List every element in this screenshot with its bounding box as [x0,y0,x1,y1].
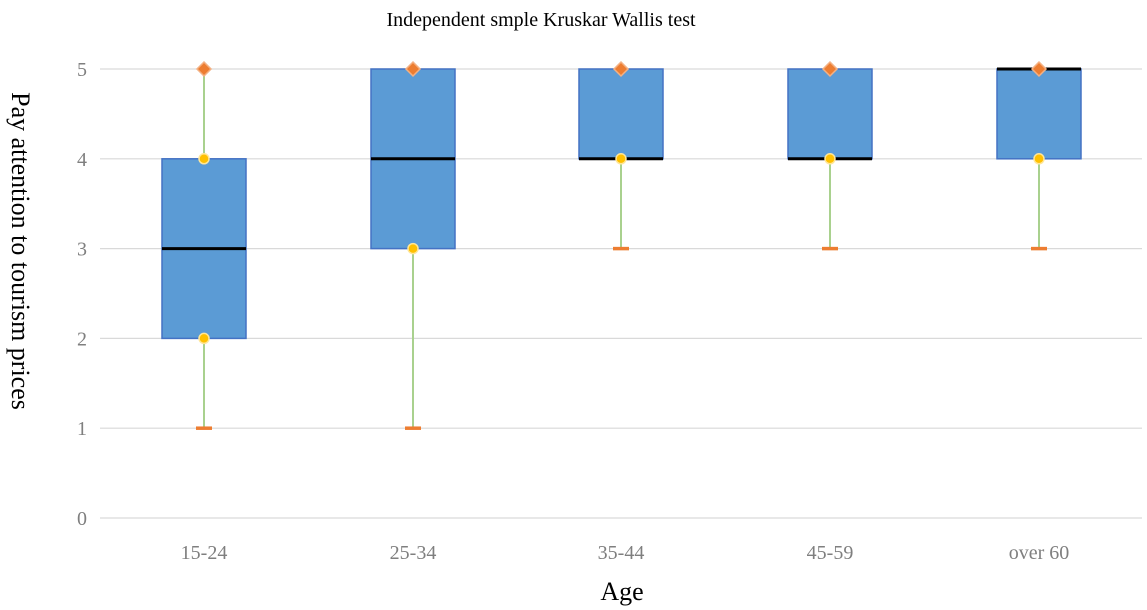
quartile-marker [198,332,210,345]
y-tick-label: 1 [77,418,87,440]
max-marker [612,60,630,78]
iqr-box [578,68,664,160]
box-45-59 [787,60,873,251]
quartile-marker [1033,153,1045,165]
y-tick-label: 5 [77,59,87,81]
y-tick-label: 3 [77,239,87,261]
box-15-24 [161,60,247,430]
max-marker [195,60,213,78]
max-marker [821,60,839,78]
quartile-marker [407,242,419,255]
iqr-box [787,68,873,160]
quartile-marker [198,153,210,165]
iqr-box [996,68,1082,160]
x-tick-label: 35-44 [598,542,645,564]
box-35-44 [578,60,664,251]
quartile-marker [615,153,627,165]
x-tick-label: 15-24 [181,542,228,564]
box-25-34 [370,60,456,430]
chart-title: Independent smple Kruskar Wallis test [386,9,696,31]
x-tick-label: 45-59 [807,542,854,564]
x-tick-label: 25-34 [390,542,437,564]
x-tick-label: over 60 [1009,542,1070,564]
x-axis-ticks: 15-24 25-34 35-44 45-59 over 60 [181,542,1070,564]
max-marker [404,60,422,78]
quartile-marker [824,153,836,165]
y-axis-title: Pay attention to tourism prices [6,92,35,410]
max-marker [1030,60,1048,78]
box-over-60 [996,60,1082,251]
y-tick-label: 0 [77,508,87,530]
x-axis-title: Age [600,577,643,606]
y-tick-label: 2 [77,328,87,350]
y-axis-ticks: 0 1 2 3 4 5 [77,59,87,530]
y-tick-label: 4 [77,149,87,171]
box-series [161,60,1082,430]
